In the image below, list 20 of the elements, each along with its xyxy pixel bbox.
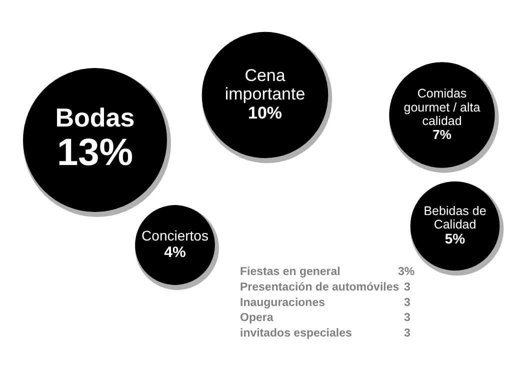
category-label: invitados especiales <box>240 327 352 340</box>
data-label: 3 <box>404 296 410 309</box>
data-label: 3 <box>404 327 410 340</box>
category-label: Fiestas en general <box>240 266 340 278</box>
data-label: 7% <box>432 127 452 142</box>
data-label: 10% <box>248 103 282 122</box>
category-label: Bodas <box>55 102 135 132</box>
data-label: 3 <box>404 312 410 324</box>
data-label: 13% <box>56 132 134 174</box>
category-label: Opera <box>240 312 274 324</box>
data-label: 5% <box>444 230 466 247</box>
category-label: Conciertos <box>142 228 208 244</box>
data-label: 3% <box>398 266 415 278</box>
category-label: Inauguraciones <box>240 296 325 309</box>
data-label: 3 <box>404 281 410 294</box>
category-label: Bebidas de Calidad <box>424 204 486 232</box>
category-label: Presentación de automóviles <box>240 281 400 294</box>
category-label: Cena importante <box>224 66 306 104</box>
data-label: 4% <box>164 244 186 261</box>
category-label: Comidas gourmet / alta calidad <box>404 86 480 128</box>
